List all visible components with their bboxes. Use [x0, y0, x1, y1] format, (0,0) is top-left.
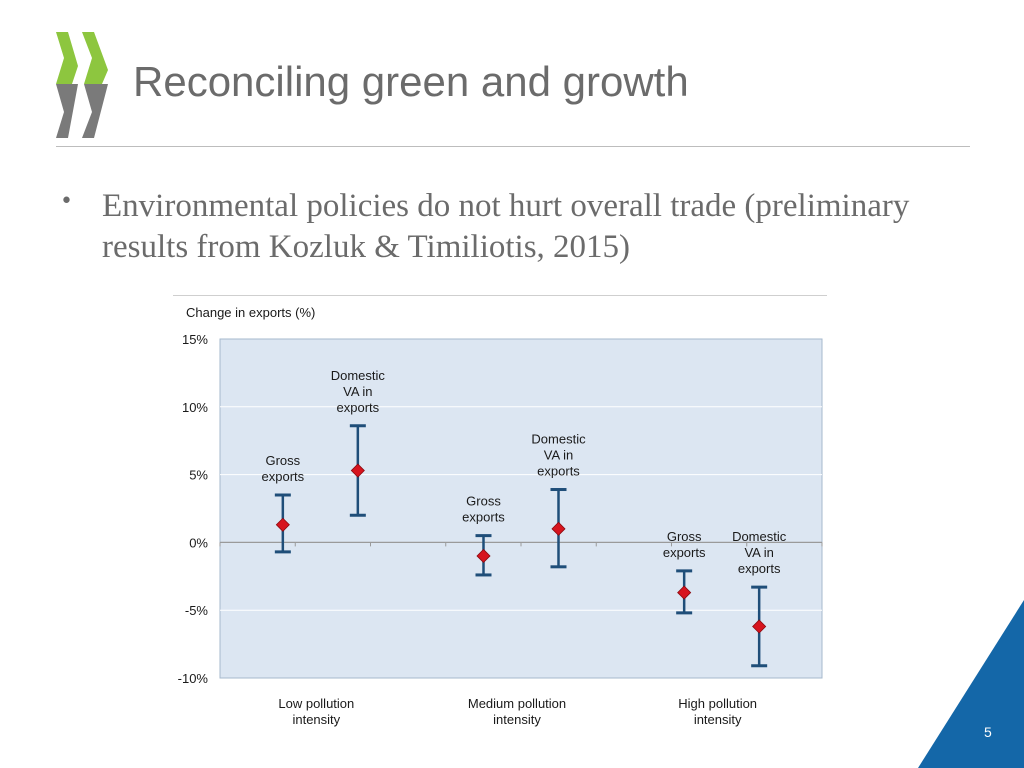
- data-point-marker: [677, 585, 692, 600]
- y-tick-label: 10%: [182, 400, 208, 415]
- bullet-marker: •: [60, 189, 73, 214]
- y-tick-label: 0%: [189, 535, 208, 550]
- data-point-label: Domestic VA in exports: [732, 529, 787, 576]
- data-point-marker: [476, 548, 491, 564]
- title-divider: [56, 146, 970, 147]
- data-point-marker: [350, 463, 365, 478]
- y-axis-title: Change in exports (%): [186, 305, 315, 320]
- data-point-marker: [275, 517, 290, 532]
- bullet-text: Environmental policies do not hurt overa…: [102, 188, 910, 265]
- oecd-chevron-logo-icon: [56, 32, 108, 138]
- data-point-marker: [551, 521, 566, 536]
- y-tick-label: 5%: [189, 468, 208, 483]
- data-point-label: Domestic VA in exports: [331, 368, 386, 415]
- y-tick-label: -5%: [185, 603, 209, 618]
- chart-top-divider: [173, 295, 827, 296]
- category-label: High pollution intensity: [678, 696, 757, 727]
- y-tick-label: 15%: [182, 332, 208, 347]
- data-point-label: Gross exports: [262, 453, 305, 484]
- data-point-label: Gross exports: [663, 529, 706, 560]
- page-number: 5: [984, 724, 992, 740]
- plot-area: [219, 338, 823, 679]
- data-point-label: Domestic VA in exports: [531, 432, 586, 479]
- data-point-marker: [752, 619, 767, 634]
- y-tick-label: -10%: [178, 671, 209, 686]
- slide-title: Reconciling green and growth: [133, 58, 689, 105]
- category-label: Low pollution intensity: [278, 696, 354, 727]
- data-point-label: Gross exports: [462, 494, 505, 525]
- category-label: Medium pollution intensity: [468, 696, 566, 727]
